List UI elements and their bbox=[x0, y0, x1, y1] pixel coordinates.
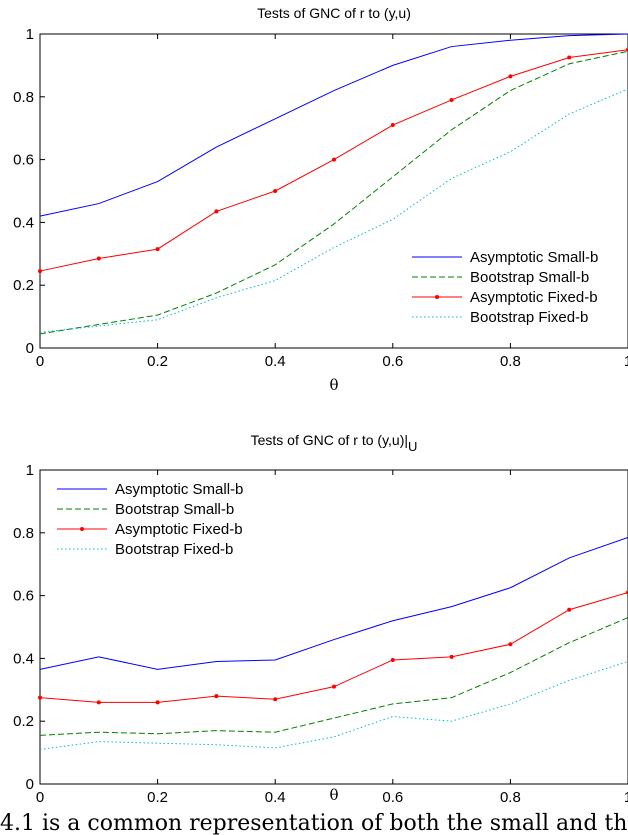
x-axis-label: θ bbox=[329, 786, 338, 804]
x-axis-label: θ bbox=[329, 376, 338, 394]
chart-title: Tests of GNC of r to (y,u) bbox=[257, 5, 411, 21]
x-tick-label: 1 bbox=[624, 353, 628, 370]
data-point bbox=[449, 654, 454, 659]
data-point bbox=[508, 642, 513, 647]
legend-label: Asymptotic Small-b bbox=[470, 249, 598, 266]
series-line-bootstrap-small-b bbox=[39, 50, 628, 335]
data-point bbox=[155, 247, 160, 252]
x-tick-label: 0.4 bbox=[265, 789, 286, 806]
x-tick-label: 0.4 bbox=[265, 353, 286, 370]
data-point bbox=[567, 55, 572, 60]
x-tick-label: 0.2 bbox=[147, 353, 168, 370]
data-point bbox=[96, 700, 101, 705]
x-tick-label: 0 bbox=[36, 789, 44, 806]
series-line-asymptotic-small-b bbox=[39, 33, 628, 217]
legend-label: Bootstrap Fixed-b bbox=[470, 309, 588, 326]
legend-label: Bootstrap Small-b bbox=[115, 501, 234, 518]
data-point bbox=[567, 607, 572, 612]
chart-title-subscript: U bbox=[408, 439, 417, 454]
data-point bbox=[508, 74, 513, 79]
series-line-bootstrap-fixed-b bbox=[39, 661, 628, 750]
y-tick-label: 0.4 bbox=[13, 650, 34, 667]
y-tick-label: 0.6 bbox=[13, 588, 34, 605]
axes-box bbox=[39, 33, 628, 349]
x-tick-label: 1 bbox=[624, 789, 628, 806]
legend-label: Asymptotic Small-b bbox=[115, 481, 243, 498]
legend-label: Asymptotic Fixed-b bbox=[115, 521, 243, 538]
y-tick-label: 0.4 bbox=[13, 214, 34, 231]
data-point bbox=[96, 256, 101, 261]
chart-bottom-panel: Tests of GNC of r to (y,u)|U 0 0.2 0.4 0.6 0.… bbox=[13, 432, 628, 806]
legend: Asymptotic Small-b Bootstrap Small-b Asymp… bbox=[57, 481, 243, 558]
y-tick-label: 1 bbox=[26, 462, 34, 479]
legend-label: Bootstrap Fixed-b bbox=[115, 541, 233, 558]
x-tick-label: 0.8 bbox=[500, 353, 521, 370]
y-tick-label: 0 bbox=[26, 776, 34, 793]
series-line-asymptotic-small-b bbox=[39, 537, 628, 670]
caption-text: 4.1 is a common representation of both t… bbox=[0, 812, 628, 835]
data-point bbox=[155, 700, 160, 705]
axes-box bbox=[39, 469, 628, 785]
chart-top-panel: Tests of GNC of r to (y,u) 0 0.2 0.4 0.6 0.8 1… bbox=[13, 5, 628, 394]
y-tick-label: 0.8 bbox=[13, 525, 34, 542]
x-tick-label: 0.8 bbox=[500, 789, 521, 806]
data-point bbox=[449, 97, 454, 102]
legend: Asymptotic Small-b Bootstrap Small-b Asymp… bbox=[412, 249, 598, 326]
chart-title-text: Tests of GNC of r to (y,u) bbox=[257, 5, 411, 21]
y-tick-label: 0.6 bbox=[13, 152, 34, 169]
y-tick-label: 0 bbox=[26, 340, 34, 357]
data-point bbox=[273, 189, 278, 193]
data-point bbox=[273, 697, 278, 702]
series-line-bootstrap-small-b bbox=[39, 617, 628, 736]
x-tick-label: 0.2 bbox=[147, 789, 168, 806]
legend-marker bbox=[435, 295, 439, 299]
data-point bbox=[332, 157, 336, 162]
legend-label: Asymptotic Fixed-b bbox=[470, 289, 598, 306]
figure: Tests of GNC of r to (y,u) 0 0.2 0.4 0.6 0.8 1… bbox=[13, 5, 628, 806]
legend-label: Bootstrap Small-b bbox=[470, 269, 589, 286]
data-point bbox=[214, 694, 219, 699]
data-point bbox=[38, 269, 42, 274]
legend-marker bbox=[80, 527, 84, 531]
chart-title-text: Tests of GNC of r to (y,u)| bbox=[251, 432, 408, 448]
data-point bbox=[332, 684, 336, 689]
y-tick-label: 1 bbox=[26, 26, 34, 43]
x-tick-label: 0.6 bbox=[382, 353, 403, 370]
y-tick-label: 0.2 bbox=[13, 713, 34, 730]
data-point bbox=[38, 695, 42, 700]
chart-title: Tests of GNC of r to (y,u)|U bbox=[251, 432, 418, 454]
data-point bbox=[214, 209, 219, 214]
data-point bbox=[390, 657, 395, 662]
data-point bbox=[390, 123, 395, 128]
y-tick-label: 0.2 bbox=[13, 277, 34, 294]
x-tick-label: 0.6 bbox=[382, 789, 403, 806]
y-tick-label: 0.8 bbox=[13, 89, 34, 106]
x-tick-label: 0 bbox=[36, 353, 44, 370]
